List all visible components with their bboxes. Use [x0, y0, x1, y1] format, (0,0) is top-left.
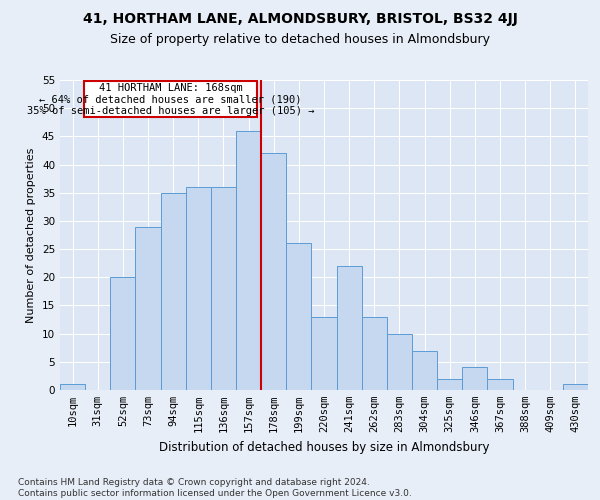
Bar	[462, 368, 487, 390]
Bar	[110, 278, 136, 390]
Y-axis label: Number of detached properties: Number of detached properties	[26, 148, 37, 322]
Bar	[437, 378, 462, 390]
Bar	[161, 192, 186, 390]
Text: Contains HM Land Registry data © Crown copyright and database right 2024.
Contai: Contains HM Land Registry data © Crown c…	[18, 478, 412, 498]
Bar	[136, 226, 161, 390]
Bar	[362, 316, 387, 390]
Bar	[387, 334, 412, 390]
Bar	[60, 384, 85, 390]
Text: Size of property relative to detached houses in Almondsbury: Size of property relative to detached ho…	[110, 32, 490, 46]
Text: 35% of semi-detached houses are larger (105) →: 35% of semi-detached houses are larger (…	[27, 106, 314, 116]
Bar	[412, 350, 437, 390]
Bar	[211, 187, 236, 390]
Bar	[261, 154, 286, 390]
X-axis label: Distribution of detached houses by size in Almondsbury: Distribution of detached houses by size …	[159, 440, 489, 454]
Text: ← 64% of detached houses are smaller (190): ← 64% of detached houses are smaller (19…	[40, 94, 302, 104]
Bar	[84, 81, 257, 116]
Bar	[236, 130, 261, 390]
Bar	[311, 316, 337, 390]
Bar	[186, 187, 211, 390]
Bar	[337, 266, 362, 390]
Bar	[563, 384, 588, 390]
Bar	[286, 244, 311, 390]
Text: 41 HORTHAM LANE: 168sqm: 41 HORTHAM LANE: 168sqm	[99, 84, 242, 94]
Bar	[487, 378, 512, 390]
Text: 41, HORTHAM LANE, ALMONDSBURY, BRISTOL, BS32 4JJ: 41, HORTHAM LANE, ALMONDSBURY, BRISTOL, …	[83, 12, 517, 26]
